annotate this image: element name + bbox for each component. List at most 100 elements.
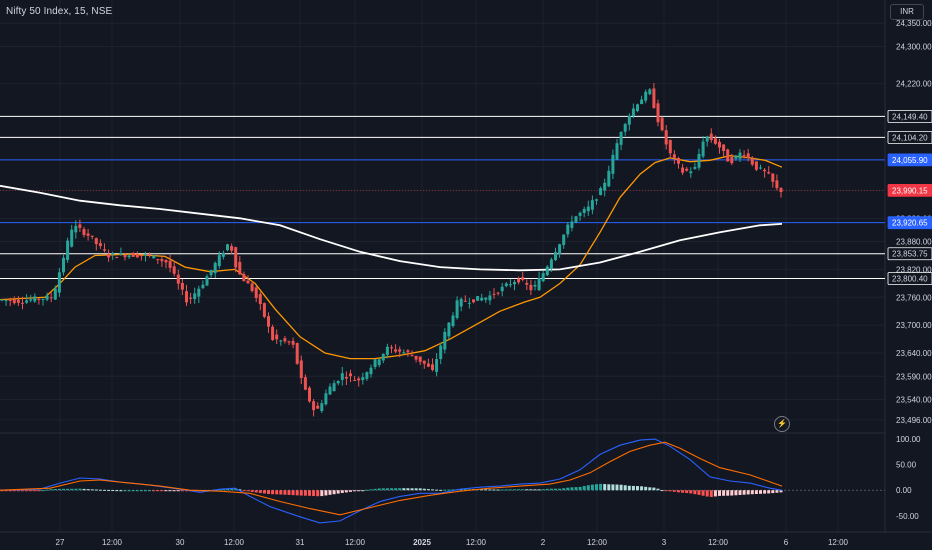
candle-body — [299, 360, 303, 379]
candle-body — [463, 300, 467, 302]
candle — [730, 153, 734, 166]
candle-body — [492, 293, 496, 295]
price-tag — [887, 110, 932, 123]
candle — [180, 278, 184, 296]
candle-body — [459, 298, 463, 307]
candle — [529, 279, 533, 296]
candle-body — [344, 376, 348, 379]
candle — [369, 364, 373, 378]
price-tag-label: 23,800.40 — [892, 275, 928, 284]
macd-histogram-bar — [418, 488, 422, 491]
candle — [619, 131, 623, 151]
candle — [570, 215, 574, 232]
macd-histogram-bar — [517, 489, 521, 491]
candle — [595, 198, 598, 205]
candle-body — [377, 359, 381, 366]
candle-body — [746, 153, 750, 158]
candle-body — [718, 141, 721, 148]
macd-pane — [0, 438, 885, 524]
macd-histogram-bar — [681, 490, 685, 493]
macd-histogram-bar — [631, 485, 635, 491]
candle-body — [185, 291, 188, 303]
macd-histogram-bar — [119, 490, 123, 492]
candle-body — [599, 188, 603, 196]
candle — [283, 336, 287, 344]
candle-body — [4, 300, 8, 302]
macd-histogram-bar — [398, 488, 402, 491]
candle — [476, 295, 480, 301]
candle — [656, 99, 660, 127]
macd-histogram-bar — [332, 490, 336, 495]
macd-histogram-bar — [357, 490, 361, 492]
candle-body — [238, 261, 242, 275]
moving-average-line — [0, 184, 783, 272]
candle-body — [94, 238, 98, 245]
candle — [271, 324, 275, 341]
candle-body — [303, 377, 307, 390]
price-axis[interactable]: 24,350.00 24,300.00 24,220.00 24,149.40 24,1… — [887, 19, 932, 425]
candle-body — [496, 292, 500, 294]
candle-body — [283, 338, 287, 342]
candle — [496, 291, 500, 296]
candle — [492, 288, 496, 299]
price-tag — [887, 183, 932, 197]
candle — [275, 329, 279, 345]
macd-histogram-bar — [4, 490, 8, 492]
candle-body — [726, 149, 730, 162]
candle-body — [541, 273, 545, 282]
candle — [381, 353, 385, 364]
candle — [398, 346, 402, 358]
candle — [615, 138, 619, 161]
currency-button[interactable]: INR — [890, 4, 924, 20]
candle-body — [152, 255, 156, 259]
candle-body — [566, 224, 570, 235]
time-axis[interactable]: 27 12:00 30 12:00 31 12:00 2025 12:00 2 12:00 3 12:… — [56, 538, 849, 547]
candle-body — [660, 117, 664, 131]
candle — [49, 292, 53, 303]
macd-histogram-bar — [275, 490, 279, 495]
candle — [500, 282, 504, 297]
candle — [29, 294, 33, 303]
macd-histogram-bar — [353, 490, 357, 492]
macd-histogram-bar — [49, 489, 53, 491]
candle — [160, 255, 164, 268]
candle-body — [570, 221, 574, 228]
candle-body — [29, 299, 33, 301]
candle — [590, 195, 594, 215]
candle-body — [533, 284, 537, 287]
candle — [234, 246, 238, 273]
candle — [176, 269, 180, 290]
candle-body — [234, 247, 238, 268]
candle — [652, 83, 656, 109]
candle-body — [226, 244, 229, 251]
candle-body — [353, 379, 357, 381]
macd-histogram-bar — [640, 486, 644, 491]
candle-body — [74, 225, 78, 233]
candle-body — [554, 252, 557, 261]
macd-histogram-bar — [8, 490, 12, 492]
candle-body — [70, 229, 74, 247]
candle-body — [53, 288, 57, 300]
candle-body — [640, 99, 644, 105]
candle — [394, 344, 398, 354]
candle-body — [451, 315, 455, 327]
candle-body — [111, 253, 115, 255]
candle-body — [500, 286, 504, 292]
macd-histogram-bar — [221, 488, 225, 491]
candle-body — [82, 229, 86, 236]
candle — [221, 250, 225, 260]
candle-body — [41, 299, 45, 301]
candle — [771, 173, 775, 188]
macd-histogram-bar — [94, 489, 98, 491]
time-tick-label: 12:00 — [345, 538, 366, 547]
candle-body — [180, 282, 184, 290]
candle-body — [66, 240, 70, 260]
candle — [451, 312, 455, 328]
macd-histogram-bar — [660, 490, 664, 492]
lightning-bolt-icon[interactable]: ⚡ — [774, 416, 790, 432]
time-tick-label: 31 — [296, 538, 305, 547]
candle-body — [455, 300, 459, 318]
macd-histogram-bar — [258, 490, 262, 493]
candle — [718, 138, 721, 154]
